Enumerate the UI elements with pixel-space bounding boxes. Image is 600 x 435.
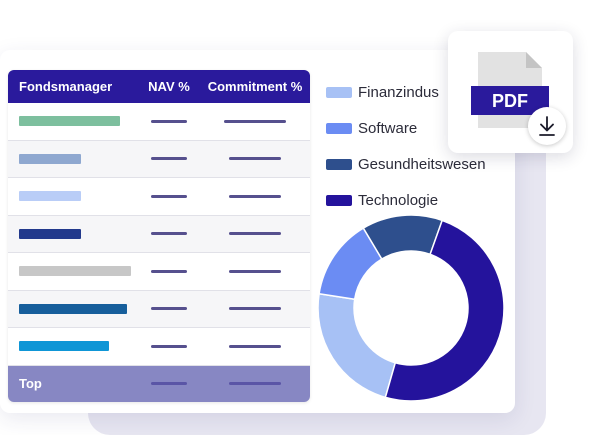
footer-nav-cell: [138, 382, 200, 385]
manager-cell: [8, 228, 138, 239]
chart-legend: Finanzindus Software Gesundheitswesen Techn…: [326, 74, 486, 218]
table-row[interactable]: [8, 215, 310, 253]
table-row[interactable]: [8, 140, 310, 178]
nav-cell: [138, 157, 200, 161]
nav-cell: [138, 307, 200, 311]
manager-name-placeholder: [19, 266, 131, 277]
download-icon: [539, 116, 555, 136]
table-row[interactable]: [8, 178, 310, 216]
manager-name-placeholder: [19, 191, 82, 202]
pdf-label: PDF: [492, 91, 528, 111]
manager-cell: [8, 341, 138, 352]
nav-value-placeholder: [151, 269, 187, 273]
nav-value-placeholder: [151, 194, 187, 198]
table-header: Fondsmanager NAV % Commitment %: [8, 70, 310, 103]
manager-name-placeholder: [19, 303, 127, 314]
legend-label: Technologie: [358, 191, 439, 209]
table-row[interactable]: [8, 290, 310, 328]
donut-slice-finanzindus[interactable]: [318, 292, 397, 399]
header-commitment-percent[interactable]: Commitment %: [207, 79, 303, 94]
manager-name-placeholder: [19, 228, 82, 239]
manager-name-placeholder: [19, 341, 109, 352]
footer-label: Top: [19, 376, 42, 391]
commitment-value-placeholder: [229, 307, 281, 311]
sector-donut-chart: [318, 215, 504, 401]
legend-swatch: [326, 158, 352, 170]
commitment-cell: [200, 119, 310, 123]
legend-label: Software: [358, 119, 418, 137]
nav-cell: [138, 194, 200, 198]
header-nav-percent[interactable]: NAV %: [148, 79, 190, 94]
legend-item[interactable]: Technologie: [326, 182, 486, 218]
legend-label: Gesundheitswesen: [358, 155, 486, 173]
commitment-value-placeholder: [229, 194, 281, 198]
nav-cell: [138, 119, 200, 123]
table-body: [8, 103, 310, 366]
legend-swatch: [326, 86, 352, 98]
commitment-value-placeholder: [224, 119, 286, 123]
commitment-value-placeholder: [229, 269, 281, 273]
footer-commitment-cell: [200, 382, 310, 385]
commitment-cell: [200, 269, 310, 273]
table-footer-row[interactable]: Top: [8, 365, 310, 402]
legend-item[interactable]: Finanzindus: [326, 74, 486, 110]
footer-commitment-placeholder: [229, 382, 281, 385]
download-button[interactable]: [528, 107, 566, 145]
commitment-cell: [200, 194, 310, 198]
manager-cell: [8, 266, 138, 277]
legend-swatch: [326, 194, 352, 206]
nav-cell: [138, 269, 200, 273]
table-row[interactable]: [8, 103, 310, 141]
nav-value-placeholder: [151, 307, 187, 311]
manager-cell: [8, 116, 138, 127]
table-row[interactable]: [8, 328, 310, 366]
nav-cell: [138, 344, 200, 348]
nav-value-placeholder: [151, 232, 187, 236]
commitment-cell: [200, 232, 310, 236]
commitment-value-placeholder: [229, 232, 281, 236]
commitment-cell: [200, 307, 310, 311]
commitment-cell: [200, 157, 310, 161]
nav-value-placeholder: [151, 119, 187, 123]
nav-cell: [138, 232, 200, 236]
legend-label: Finanzindus: [358, 83, 439, 101]
header-fondsmanager[interactable]: Fondsmanager: [19, 79, 113, 94]
fund-manager-table: Fondsmanager NAV % Commitment % Top: [8, 70, 310, 402]
nav-value-placeholder: [151, 157, 187, 161]
commitment-value-placeholder: [229, 344, 281, 348]
nav-value-placeholder: [151, 344, 187, 348]
commitment-cell: [200, 344, 310, 348]
manager-name-placeholder: [19, 153, 82, 164]
legend-swatch: [326, 122, 352, 134]
manager-cell: [8, 191, 138, 202]
manager-cell: [8, 303, 138, 314]
footer-nav-placeholder: [151, 382, 187, 385]
donut-slice-technologie[interactable]: [384, 219, 504, 401]
table-row[interactable]: [8, 253, 310, 291]
commitment-value-placeholder: [229, 157, 281, 161]
legend-item[interactable]: Gesundheitswesen: [326, 146, 486, 182]
legend-item[interactable]: Software: [326, 110, 486, 146]
manager-cell: [8, 153, 138, 164]
manager-name-placeholder: [19, 116, 121, 127]
